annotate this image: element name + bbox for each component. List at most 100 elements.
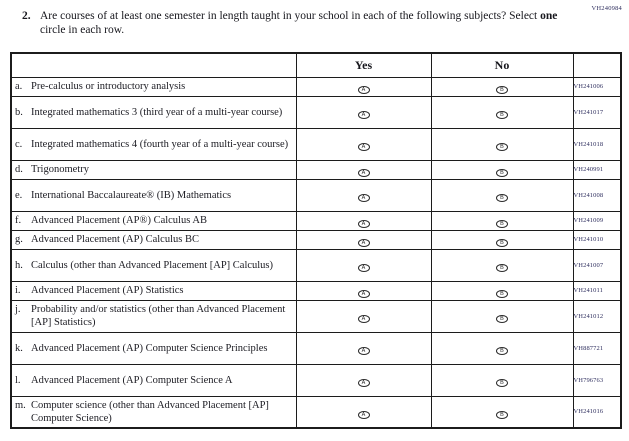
table-row: g. Advanced Placement (AP) Calculus BC A … xyxy=(10,229,622,250)
yes-option-circle[interactable]: A xyxy=(357,168,370,177)
yes-cell: A xyxy=(295,331,432,365)
no-option-circle[interactable]: B xyxy=(496,347,508,355)
no-option-circle[interactable]: B xyxy=(496,219,508,228)
subject-cell: k. Advanced Placement (AP) Computer Scien… xyxy=(10,331,297,365)
subject-label: Integrated mathematics 3 (third year of … xyxy=(31,106,283,118)
no-option-circle[interactable]: B xyxy=(496,111,508,119)
no-option-circle[interactable]: B xyxy=(496,168,508,177)
no-cell: B xyxy=(430,76,574,97)
question-text-before: Are courses of at least one semester in … xyxy=(40,10,541,22)
subject-cell: h. Calculus (other than Advanced Placemen… xyxy=(10,248,297,282)
subject-label: International Baccalaureate® (IB) Mathem… xyxy=(31,189,232,201)
yes-cell: A xyxy=(295,280,432,301)
subject-cell: f. Advanced Placement (AP®) Calculus AB xyxy=(10,210,297,231)
subject-cell: m. Computer science (other than Advanced … xyxy=(10,395,297,429)
row-letter: l. xyxy=(15,374,21,386)
subject-label: Advanced Placement (AP) Statistics xyxy=(31,285,184,296)
no-cell: B xyxy=(430,95,574,129)
question-bold-word: one xyxy=(540,10,558,22)
item-code: VH887721 xyxy=(572,331,622,365)
subject-label: Advanced Placement (AP) Calculus BC xyxy=(31,234,199,245)
item-code: VH240991 xyxy=(572,159,622,180)
subject-label: Advanced Placement (AP) Computer Science… xyxy=(31,374,233,386)
table-row: k. Advanced Placement (AP) Computer Scien… xyxy=(10,331,622,365)
table-row: f. Advanced Placement (AP®) Calculus AB A… xyxy=(10,210,622,231)
no-option-circle[interactable]: B xyxy=(496,194,508,202)
no-cell: B xyxy=(430,210,574,231)
item-code: VH241008 xyxy=(572,178,622,212)
table-row: d. Trigonometry A B VH240991 xyxy=(10,159,622,180)
row-letter: b. xyxy=(15,106,23,118)
table-row: i. Advanced Placement (AP) Statistics A B… xyxy=(10,280,622,301)
item-code: VH241016 xyxy=(572,395,622,429)
no-option-circle[interactable]: B xyxy=(496,85,508,94)
yes-option-circle[interactable]: A xyxy=(357,238,370,247)
subject-cell: e. International Baccalaureate® (IB) Math… xyxy=(10,178,297,212)
no-cell: B xyxy=(430,159,574,180)
no-option-circle[interactable]: B xyxy=(496,238,508,247)
table-row: j. Probability and/or statistics (other t… xyxy=(10,299,622,333)
yes-option-circle[interactable]: A xyxy=(357,143,370,151)
table-row: e. International Baccalaureate® (IB) Math… xyxy=(10,178,622,212)
yes-option-circle[interactable]: A xyxy=(357,219,370,228)
row-letter: g. xyxy=(15,234,23,245)
table-row: b. Integrated mathematics 3 (third year o… xyxy=(10,95,622,129)
no-cell: B xyxy=(430,299,574,333)
yes-cell: A xyxy=(295,363,432,397)
page-item-code: VH240984 xyxy=(591,5,622,12)
row-letter: i. xyxy=(15,285,21,296)
subject-cell: i. Advanced Placement (AP) Statistics xyxy=(10,280,297,301)
question-text: Are courses of at least one semester in … xyxy=(40,9,583,37)
header-code-blank xyxy=(572,52,622,78)
row-letter: h. xyxy=(15,259,23,271)
table-row: m. Computer science (other than Advanced … xyxy=(10,395,622,429)
yes-option-circle[interactable]: A xyxy=(357,379,370,387)
question-text-after: circle in each row. xyxy=(40,24,125,36)
header-no: No xyxy=(430,52,574,78)
yes-option-circle[interactable]: A xyxy=(357,289,370,298)
row-letter: e. xyxy=(15,189,23,201)
no-cell: B xyxy=(430,331,574,365)
subject-label: Calculus (other than Advanced Placement … xyxy=(31,259,274,271)
subject-cell: a. Pre-calculus or introductory analysis xyxy=(10,76,297,97)
no-option-circle[interactable]: B xyxy=(496,315,508,323)
yes-option-circle[interactable]: A xyxy=(357,194,370,202)
yes-option-circle[interactable]: A xyxy=(357,85,370,94)
no-cell: B xyxy=(430,229,574,250)
subject-label: Integrated mathematics 4 (fourth year of… xyxy=(31,138,289,150)
no-cell: B xyxy=(430,395,574,429)
row-letter: m. xyxy=(15,399,26,411)
yes-option-circle[interactable]: A xyxy=(357,264,370,272)
header-subject-blank xyxy=(10,52,297,78)
subject-label: Computer science (other than Advanced Pl… xyxy=(31,399,269,424)
yes-cell: A xyxy=(295,299,432,333)
yes-option-circle[interactable]: A xyxy=(357,111,370,119)
no-option-circle[interactable]: B xyxy=(496,289,508,298)
yes-cell: A xyxy=(295,248,432,282)
item-code: VH241011 xyxy=(572,280,622,301)
subject-cell: c. Integrated mathematics 4 (fourth year … xyxy=(10,127,297,161)
subject-label: Advanced Placement (AP®) Calculus AB xyxy=(31,215,207,226)
yes-option-circle[interactable]: A xyxy=(357,410,370,419)
yes-cell: A xyxy=(295,159,432,180)
table-row: a. Pre-calculus or introductory analysis … xyxy=(10,76,622,97)
yes-cell: A xyxy=(295,395,432,429)
no-cell: B xyxy=(430,178,574,212)
yes-cell: A xyxy=(295,229,432,250)
no-option-circle[interactable]: B xyxy=(496,264,508,272)
subject-label: Advanced Placement (AP) Computer Science… xyxy=(31,342,268,354)
item-code: VH796763 xyxy=(572,363,622,397)
table-row: c. Integrated mathematics 4 (fourth year … xyxy=(10,127,622,161)
no-cell: B xyxy=(430,248,574,282)
row-letter: f. xyxy=(15,215,22,226)
yes-option-circle[interactable]: A xyxy=(357,315,370,323)
item-code: VH241010 xyxy=(572,229,622,250)
no-option-circle[interactable]: B xyxy=(496,379,508,387)
no-cell: B xyxy=(430,127,574,161)
yes-option-circle[interactable]: A xyxy=(357,347,370,355)
item-code: VH241006 xyxy=(572,76,622,97)
no-option-circle[interactable]: B xyxy=(496,143,508,151)
no-option-circle[interactable]: B xyxy=(496,410,508,419)
header-yes: Yes xyxy=(295,52,432,78)
